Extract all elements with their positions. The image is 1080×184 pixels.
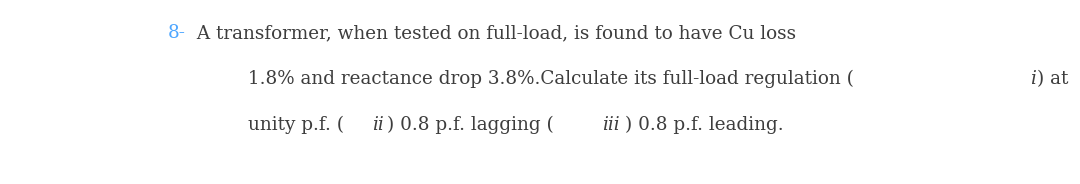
Text: 1.8% and reactance drop 3.8%.Calculate its full-load regulation (: 1.8% and reactance drop 3.8%.Calculate i… [248, 70, 854, 88]
Text: ) at: ) at [1038, 70, 1069, 88]
Text: A transformer, when tested on full-load, is found to have Cu loss: A transformer, when tested on full-load,… [191, 24, 796, 42]
Text: unity p.f. (: unity p.f. ( [248, 116, 345, 134]
Text: 8-: 8- [168, 24, 186, 42]
Text: ) 0.8 p.f. leading.: ) 0.8 p.f. leading. [625, 116, 784, 134]
Text: ) 0.8 p.f. lagging (: ) 0.8 p.f. lagging ( [387, 116, 554, 134]
Text: ii: ii [372, 116, 383, 134]
Text: iii: iii [603, 116, 620, 134]
Text: i: i [1029, 70, 1036, 88]
